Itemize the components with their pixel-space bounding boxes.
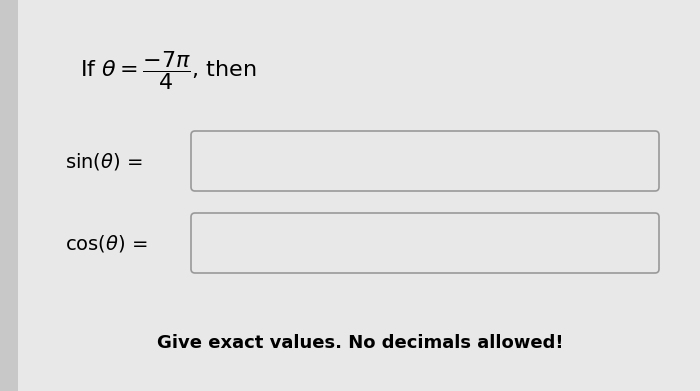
Text: $\sin(\theta)$ =: $\sin(\theta)$ = [65, 151, 143, 172]
Text: If $\theta = \dfrac{-7\pi}{4}$, then: If $\theta = \dfrac{-7\pi}{4}$, then [80, 50, 256, 93]
FancyBboxPatch shape [191, 131, 659, 191]
Text: $\cos(\theta)$ =: $\cos(\theta)$ = [65, 233, 148, 253]
FancyBboxPatch shape [191, 213, 659, 273]
Text: Give exact values. No decimals allowed!: Give exact values. No decimals allowed! [157, 334, 564, 352]
